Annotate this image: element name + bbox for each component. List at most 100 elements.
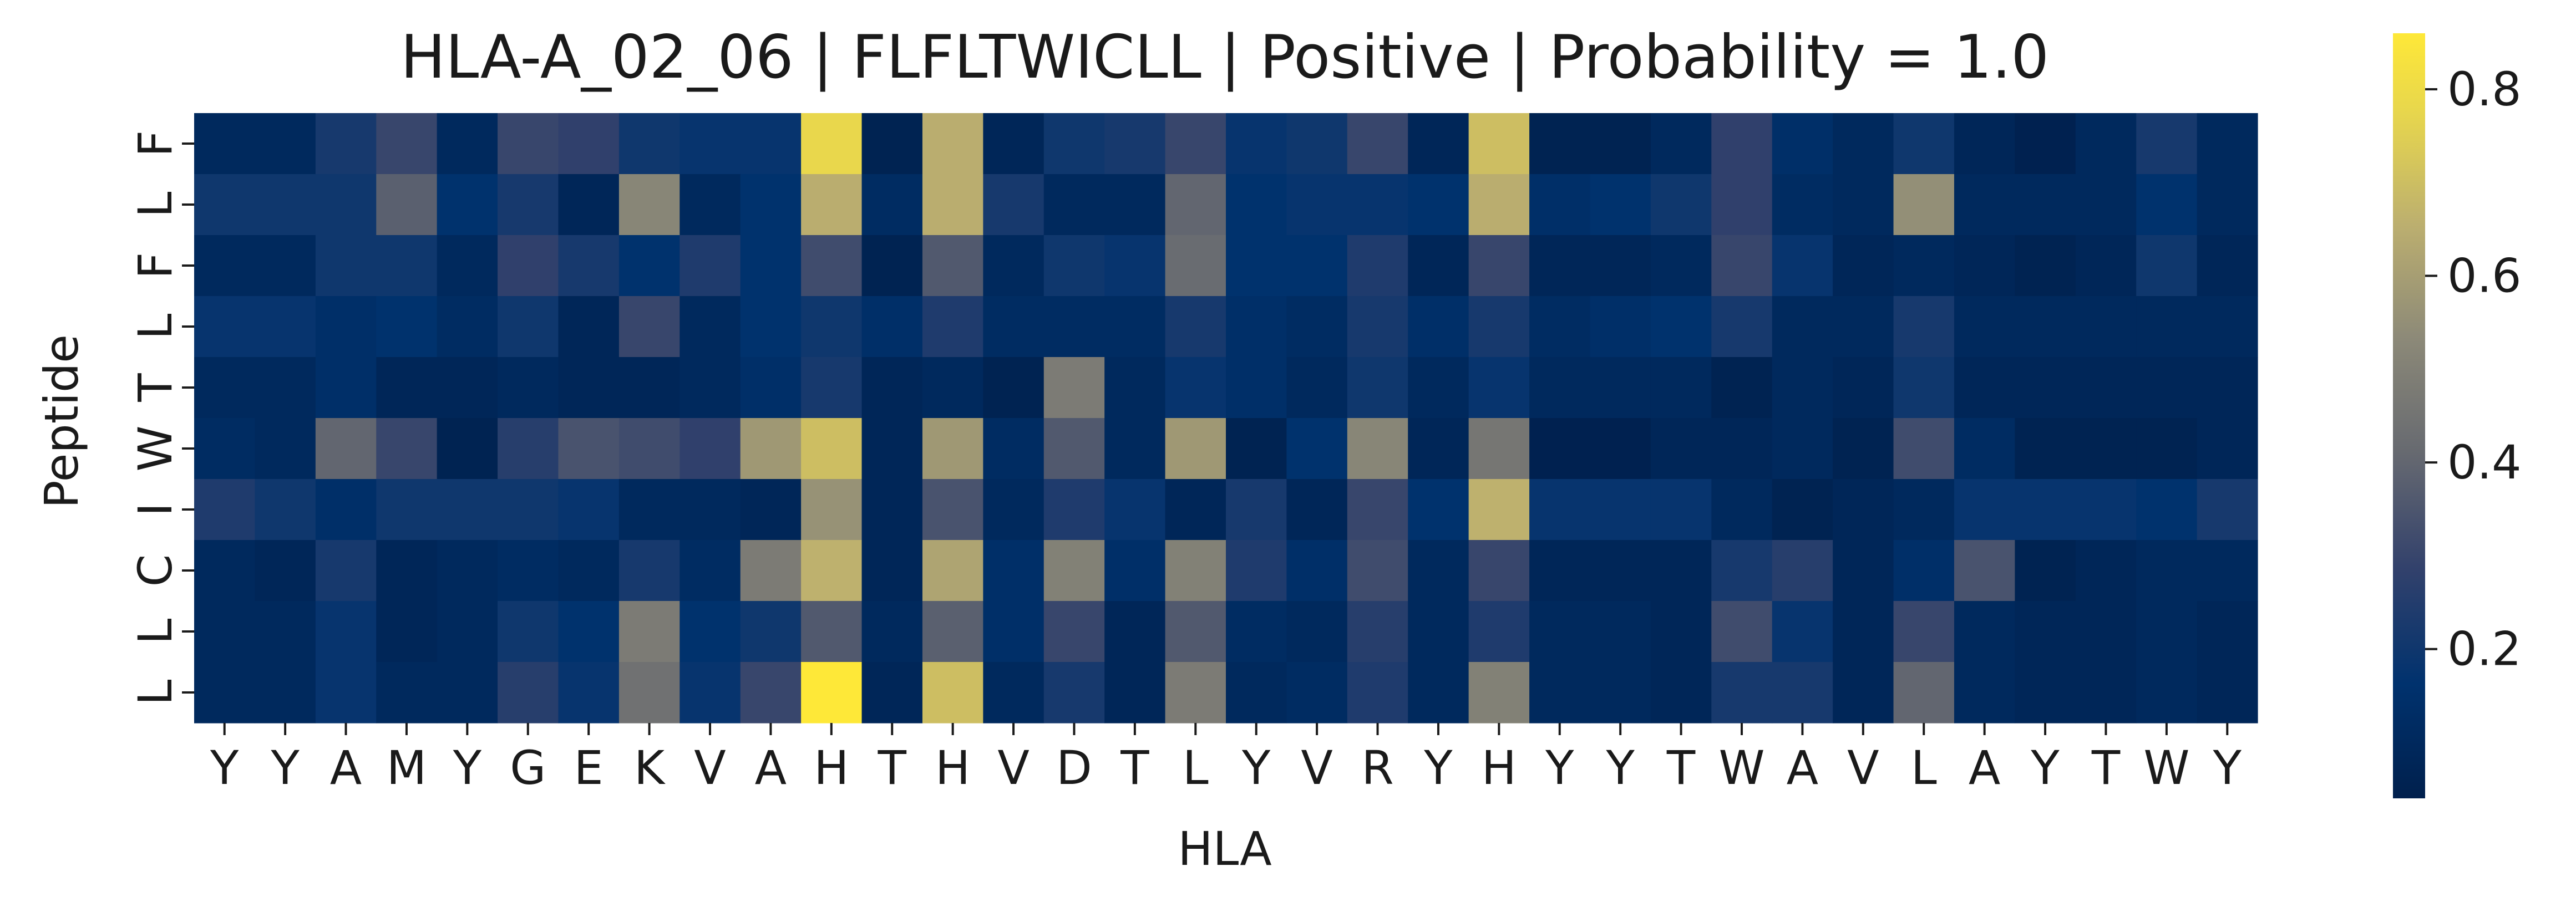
heatmap-cell: [1954, 357, 2015, 419]
heatmap-cell: [2015, 113, 2076, 175]
heatmap-cell: [801, 662, 863, 724]
x-tick-label: L: [1183, 741, 1209, 795]
heatmap-cell: [1165, 540, 1226, 602]
heatmap-cell: [558, 418, 620, 480]
heatmap-cell: [618, 296, 680, 358]
heatmap-cell: [1286, 296, 1348, 358]
heatmap-cell: [1165, 174, 1226, 236]
x-tick-label: D: [1056, 741, 1092, 795]
heatmap-cell: [861, 174, 923, 236]
heatmap-cell: [801, 540, 863, 602]
heatmap-cell: [1650, 357, 1712, 419]
heatmap-cell: [315, 357, 377, 419]
heatmap-cell: [1408, 235, 1469, 297]
heatmap-cell: [376, 235, 438, 297]
heatmap-cell: [1711, 174, 1773, 236]
heatmap-cell: [1529, 540, 1591, 602]
heatmap-cell: [376, 662, 438, 724]
heatmap-cell: [376, 479, 438, 541]
heatmap-cells: [194, 113, 2258, 724]
heatmap-cell: [1833, 540, 1894, 602]
heatmap-cell: [437, 418, 498, 480]
heatmap-cell: [2015, 174, 2076, 236]
heatmap-cell: [255, 113, 316, 175]
heatmap-cell: [740, 296, 802, 358]
x-tick-label: Y: [1545, 741, 1574, 795]
heatmap-cell: [1650, 235, 1712, 297]
heatmap-cell: [1590, 601, 1651, 663]
heatmap-cell: [680, 662, 741, 724]
heatmap-cell: [1347, 235, 1408, 297]
heatmap-cell: [1043, 235, 1105, 297]
x-axis-label: HLA: [1178, 822, 1271, 876]
heatmap-cell: [740, 235, 802, 297]
heatmap-cell: [1468, 540, 1530, 602]
y-axis-ticks: F L F L TW I C L L: [128, 130, 194, 705]
heatmap-cell: [2197, 662, 2258, 724]
heatmap-cell: [315, 113, 377, 175]
heatmap-cell: [1711, 479, 1773, 541]
heatmap-cell: [194, 296, 256, 358]
heatmap-cell: [1650, 113, 1712, 175]
heatmap-cell: [2075, 113, 2137, 175]
heatmap-cell: [1650, 601, 1712, 663]
heatmap-cell: [1408, 601, 1469, 663]
heatmap-cell: [1408, 662, 1469, 724]
x-tick-label: Y: [270, 741, 300, 795]
heatmap-cell: [618, 113, 680, 175]
x-tick-label: V: [997, 741, 1029, 795]
heatmap-cell: [1347, 357, 1408, 419]
x-tick-label: Y: [1423, 741, 1453, 795]
heatmap-cell: [558, 479, 620, 541]
heatmap-cell: [2136, 357, 2198, 419]
heatmap-cell: [983, 418, 1044, 480]
heatmap-cell: [255, 357, 316, 419]
heatmap-cell: [680, 174, 741, 236]
y-tick-label: I: [128, 503, 182, 517]
heatmap-cell: [1468, 296, 1530, 358]
heatmap-cell: [1650, 296, 1712, 358]
heatmap-cell: [1650, 479, 1712, 541]
heatmap-cell: [1772, 479, 1833, 541]
colorbar-tick-label: 0.4: [2447, 435, 2522, 490]
heatmap-cell: [740, 357, 802, 419]
y-tick-label: L: [128, 313, 182, 339]
heatmap-cell: [1286, 601, 1348, 663]
heatmap-cell: [1772, 601, 1833, 663]
heatmap-cell: [2136, 479, 2198, 541]
heatmap-cell: [2015, 235, 2076, 297]
heatmap-cell: [315, 418, 377, 480]
colorbar-tick-label: 0.6: [2447, 249, 2522, 303]
heatmap-cell: [437, 174, 498, 236]
x-tick-label: W: [1718, 741, 1764, 795]
heatmap-cell: [2136, 235, 2198, 297]
heatmap-cell: [1468, 113, 1530, 175]
heatmap-cell: [2015, 479, 2076, 541]
heatmap-cell: [1226, 174, 1287, 236]
heatmap-cell: [2197, 357, 2258, 419]
heatmap-cell: [315, 479, 377, 541]
heatmap-cell: [1165, 418, 1226, 480]
heatmap-cell: [618, 418, 680, 480]
heatmap-cell: [1711, 662, 1773, 724]
heatmap-cell: [255, 540, 316, 602]
heatmap-cell: [1226, 540, 1287, 602]
heatmap-cell: [1104, 601, 1166, 663]
x-tick-label: Y: [2030, 741, 2060, 795]
heatmap-cell: [315, 174, 377, 236]
heatmap-cell: [1529, 662, 1591, 724]
x-tick-label: V: [1301, 741, 1332, 795]
heatmap-cell: [194, 174, 256, 236]
heatmap-cell: [1347, 296, 1408, 358]
heatmap-cell: [680, 601, 741, 663]
heatmap-cell: [1833, 662, 1894, 724]
heatmap-cell: [2075, 174, 2137, 236]
heatmap-cell: [194, 662, 256, 724]
heatmap-cell: [498, 296, 559, 358]
chart-title: HLA-A_02_06 | FLFLTWICLL | Positive | Pr…: [400, 23, 2049, 92]
heatmap-cell: [1954, 174, 2015, 236]
heatmap-cell: [740, 174, 802, 236]
heatmap-cell: [740, 601, 802, 663]
heatmap-cell: [740, 540, 802, 602]
